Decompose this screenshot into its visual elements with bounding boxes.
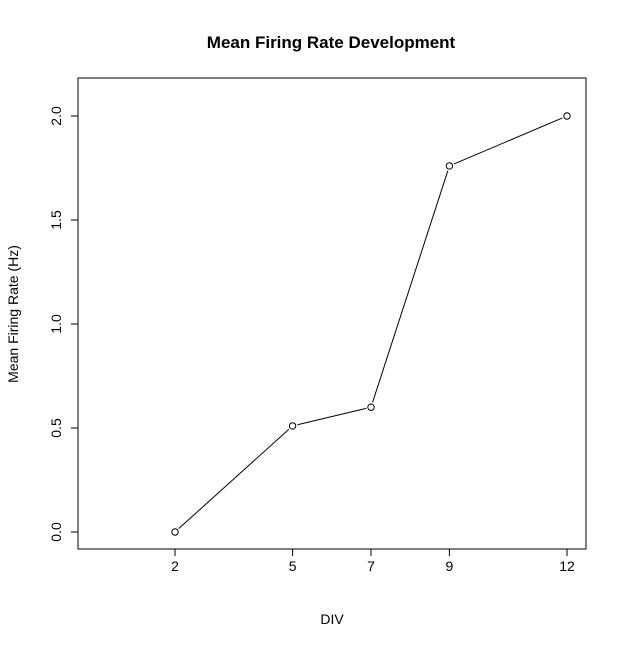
y-tick-label: 2.0 <box>48 106 64 126</box>
data-point <box>445 162 454 170</box>
data-point <box>288 422 297 430</box>
series-segment <box>453 117 563 165</box>
data-point <box>563 112 571 120</box>
data-point <box>171 528 179 536</box>
x-tick-label: 2 <box>171 558 179 574</box>
x-tick-label: 7 <box>367 558 375 574</box>
y-axis-label: Mean Firing Rate (Hz) <box>5 245 21 383</box>
y-tick-label: 0.5 <box>48 418 64 438</box>
series-segment <box>178 428 290 530</box>
x-tick-label: 5 <box>289 558 297 574</box>
x-axis-label: DIV <box>320 611 344 627</box>
x-tick-label: 9 <box>446 558 454 574</box>
y-tick-label: 1.5 <box>48 210 64 230</box>
y-tick-label: 1.0 <box>48 314 64 334</box>
data-point <box>367 403 375 411</box>
series-layer <box>171 112 571 536</box>
y-axis: 0.0 0.5 1.0 1.5 2.0 <box>48 106 79 542</box>
chart-title: Mean Firing Rate Development <box>207 33 456 52</box>
y-tick-label: 0.0 <box>48 522 64 542</box>
series-segment <box>372 170 449 403</box>
x-axis: 2 5 7 9 12 <box>171 548 575 574</box>
x-tick-label: 12 <box>559 558 575 574</box>
plot-frame <box>77 77 587 550</box>
series-segment <box>297 407 367 426</box>
